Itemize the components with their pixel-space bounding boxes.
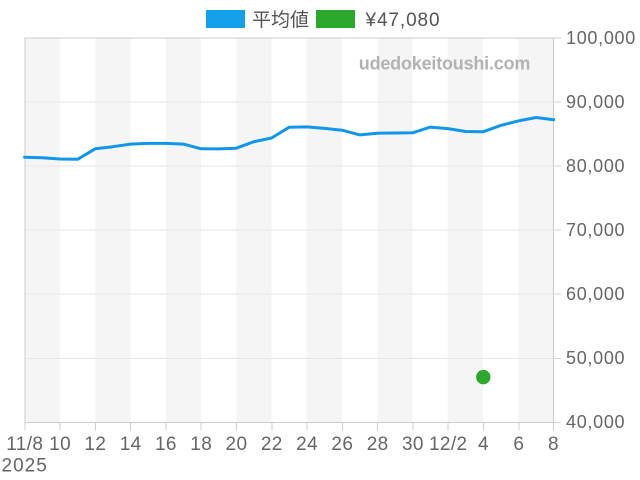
svg-text:14: 14: [120, 434, 142, 455]
svg-text:18: 18: [190, 434, 212, 455]
svg-text:12/2: 12/2: [429, 434, 468, 455]
svg-text:90,000: 90,000: [566, 92, 625, 112]
svg-text:udedokeitoushi.com: udedokeitoushi.com: [359, 53, 530, 73]
svg-text:26: 26: [331, 434, 353, 455]
svg-text:22: 22: [261, 434, 283, 455]
svg-text:70,000: 70,000: [566, 220, 625, 240]
svg-text:40,000: 40,000: [566, 412, 625, 432]
svg-text:4: 4: [478, 434, 489, 455]
svg-text:2025: 2025: [2, 456, 48, 477]
svg-text:30: 30: [402, 434, 424, 455]
svg-text:80,000: 80,000: [566, 156, 625, 176]
svg-text:50,000: 50,000: [566, 348, 625, 368]
svg-text:100,000: 100,000: [566, 28, 636, 48]
svg-text:12: 12: [84, 434, 106, 455]
svg-text:11/8: 11/8: [6, 434, 43, 455]
svg-text:¥47,080: ¥47,080: [365, 10, 441, 31]
svg-text:20: 20: [226, 434, 248, 455]
svg-text:28: 28: [367, 434, 389, 455]
svg-text:平均値: 平均値: [252, 9, 309, 31]
svg-text:6: 6: [513, 434, 524, 455]
svg-text:8: 8: [548, 434, 559, 455]
svg-text:24: 24: [296, 434, 318, 455]
svg-text:16: 16: [155, 434, 177, 455]
svg-text:60,000: 60,000: [566, 284, 625, 304]
svg-text:10: 10: [49, 434, 71, 455]
